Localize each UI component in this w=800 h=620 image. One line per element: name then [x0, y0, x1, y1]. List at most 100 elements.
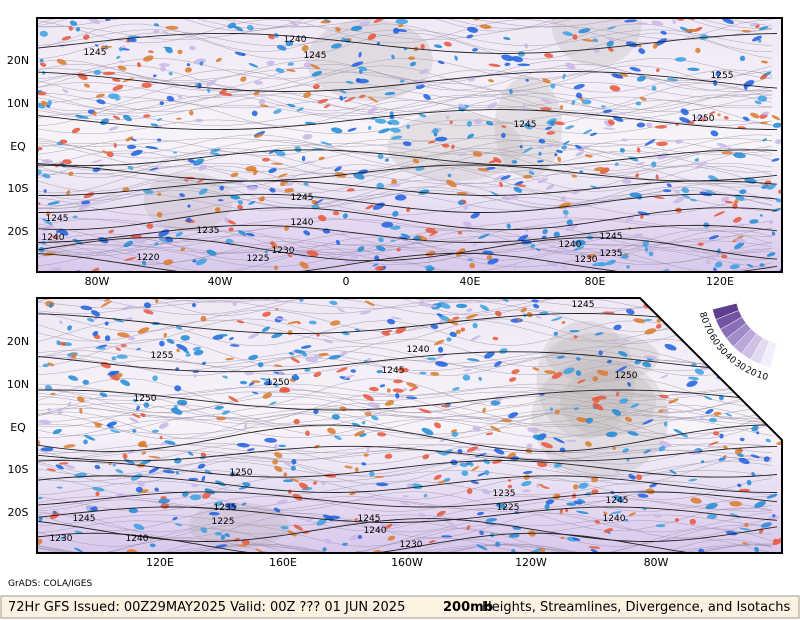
divergence-blob — [636, 122, 646, 128]
divergence-blob — [436, 510, 446, 517]
divergence-blob — [173, 151, 178, 154]
divergence-blob — [540, 107, 552, 111]
divergence-blob — [86, 317, 95, 322]
divergence-blob — [67, 401, 72, 407]
divergence-blob — [479, 24, 492, 30]
divergence-blob — [493, 175, 504, 181]
streamline — [37, 470, 773, 482]
divergence-blob — [207, 88, 211, 93]
contour-label: 1230 — [400, 540, 423, 550]
divergence-blob — [244, 423, 248, 430]
divergence-blob — [462, 374, 471, 381]
divergence-blob — [691, 322, 700, 328]
divergence-blob — [293, 418, 300, 425]
divergence-blob — [532, 304, 540, 309]
streamline — [37, 520, 773, 535]
divergence-blob — [761, 184, 769, 189]
divergence-blob — [237, 200, 244, 205]
divergence-blob — [116, 55, 121, 59]
divergence-blob — [312, 481, 318, 485]
divergence-blob — [636, 161, 646, 166]
divergence-blob — [754, 500, 766, 508]
divergence-blob — [68, 26, 73, 31]
streamline — [37, 244, 773, 254]
divergence-blob — [81, 200, 91, 205]
divergence-blob — [149, 543, 156, 548]
divergence-blob — [672, 19, 676, 24]
divergence-blob — [349, 492, 356, 496]
divergence-blob — [42, 218, 53, 225]
divergence-blob — [501, 54, 514, 62]
divergence-blob — [591, 476, 599, 483]
divergence-blob — [729, 264, 740, 270]
divergence-blob — [437, 346, 444, 353]
divergence-blob — [562, 31, 574, 37]
divergence-blob — [603, 528, 614, 533]
divergence-blob — [271, 162, 284, 165]
divergence-blob — [230, 172, 239, 178]
divergence-blob — [59, 320, 63, 325]
streamline — [37, 394, 773, 422]
divergence-blob — [56, 486, 63, 489]
divergence-blob — [175, 471, 179, 475]
divergence-blob — [237, 204, 244, 210]
divergence-blob — [694, 158, 700, 162]
divergence-blob — [513, 263, 517, 269]
divergence-blob — [142, 260, 147, 266]
divergence-blob — [284, 182, 294, 187]
divergence-blob — [452, 387, 460, 391]
divergence-blob — [734, 198, 739, 205]
divergence-blob — [159, 435, 163, 440]
height-contour — [37, 71, 778, 92]
divergence-blob — [96, 99, 106, 105]
divergence-blob — [709, 254, 716, 259]
divergence-blob — [627, 381, 632, 387]
contour-label: 1230 — [575, 255, 598, 265]
divergence-blob — [246, 232, 255, 237]
contour-label: 1240 — [407, 345, 430, 355]
lon-label: 160W — [391, 556, 423, 569]
divergence-blob — [465, 313, 478, 320]
divergence-blob — [550, 83, 556, 89]
divergence-blob — [559, 105, 564, 110]
divergence-blob — [541, 98, 553, 104]
divergence-blob — [279, 386, 290, 392]
divergence-blob — [75, 114, 84, 119]
divergence-blob — [316, 333, 320, 337]
divergence-blob — [438, 315, 450, 322]
divergence-blob — [56, 58, 67, 65]
divergence-blob — [576, 417, 588, 423]
height-contour — [37, 424, 778, 452]
height-contour — [37, 32, 778, 54]
divergence-blob — [206, 249, 217, 256]
divergence-blob — [536, 160, 544, 163]
divergence-blob — [674, 517, 680, 523]
divergence-blob — [157, 192, 162, 196]
divergence-blob — [612, 339, 617, 343]
divergence-blob — [477, 167, 489, 172]
lat-label: 10S — [8, 463, 29, 476]
contour-label: 1250 — [134, 394, 157, 404]
divergence-blob — [561, 320, 566, 325]
divergence-blob — [185, 353, 191, 357]
divergence-blob — [445, 115, 450, 120]
divergence-blob — [74, 530, 83, 534]
divergence-blob — [479, 530, 484, 536]
divergence-blob — [481, 488, 491, 495]
divergence-blob — [565, 125, 575, 130]
divergence-blob — [606, 359, 612, 364]
divergence-blob — [519, 145, 523, 149]
divergence-blob — [359, 433, 367, 438]
divergence-blob — [717, 113, 721, 117]
divergence-blob — [381, 221, 394, 228]
divergence-blob — [427, 140, 437, 144]
divergence-blob — [143, 402, 150, 408]
divergence-blob — [90, 267, 100, 272]
divergence-blob — [466, 488, 473, 495]
divergence-blob — [305, 161, 315, 164]
divergence-blob — [283, 472, 288, 477]
divergence-blob — [219, 185, 225, 191]
credit: GrADS: COLA/IGES — [8, 579, 92, 589]
divergence-blob — [654, 125, 668, 129]
divergence-blob — [594, 520, 601, 524]
